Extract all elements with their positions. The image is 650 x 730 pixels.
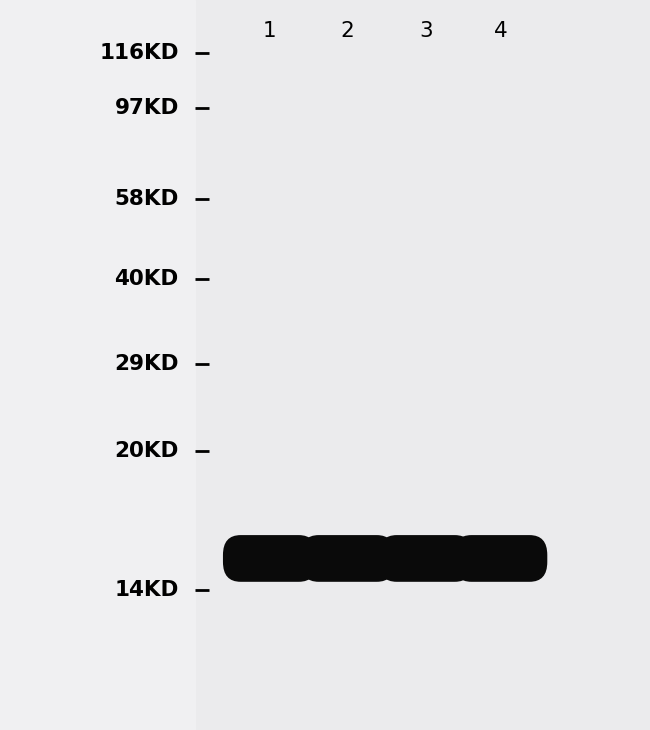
- Text: 14KD: 14KD: [114, 580, 179, 600]
- FancyBboxPatch shape: [223, 535, 317, 582]
- Bar: [0, 0, 195, 730]
- Text: 3: 3: [419, 20, 432, 41]
- Text: 58KD: 58KD: [114, 188, 179, 209]
- Bar: [195, 0, 650, 730]
- Text: 1: 1: [263, 20, 276, 41]
- FancyBboxPatch shape: [301, 535, 395, 582]
- FancyBboxPatch shape: [379, 535, 473, 582]
- Text: 29KD: 29KD: [114, 353, 179, 374]
- Text: 2: 2: [341, 20, 355, 41]
- Text: 116KD: 116KD: [99, 42, 179, 63]
- Text: 40KD: 40KD: [114, 269, 179, 289]
- Text: 97KD: 97KD: [114, 98, 179, 118]
- Text: 20KD: 20KD: [114, 441, 179, 461]
- FancyBboxPatch shape: [454, 535, 547, 582]
- Text: 4: 4: [493, 20, 508, 41]
